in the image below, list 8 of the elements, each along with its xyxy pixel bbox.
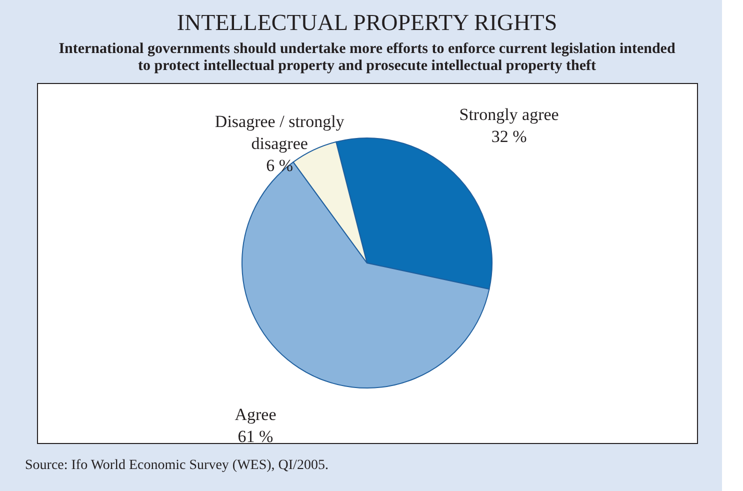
slice-label: Strongly agree [459, 105, 559, 124]
data-label: 32 % [491, 127, 527, 146]
chart-title: INTELLECTUAL PROPERTY RIGHTS [176, 10, 558, 35]
data-label: 61 % [238, 427, 274, 446]
chart-subtitle: International governments should undertake more efforts to enforce current legislation intended to protect intellectual property and prosecute intellectual property theft [58, 41, 676, 74]
slice-label: Disagree / strongly disagree [214, 112, 345, 153]
slice-label: Agree [234, 405, 276, 424]
source-note: Source: Ifo World Economic Survey (WES), QI/2005. [25, 458, 328, 473]
